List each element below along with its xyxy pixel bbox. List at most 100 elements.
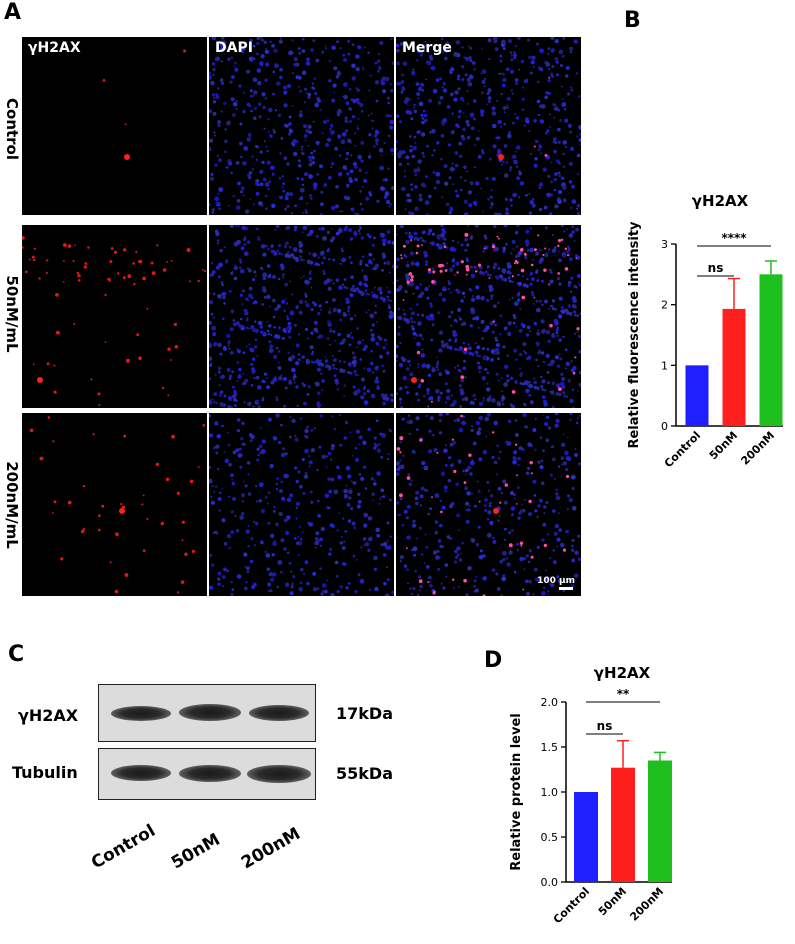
nucleus-dot xyxy=(282,376,287,382)
nucleus-dot xyxy=(478,415,484,421)
nucleus-dot xyxy=(467,508,471,512)
nucleus-dot xyxy=(450,394,453,397)
nucleus-dot xyxy=(299,537,303,541)
nucleus-dot xyxy=(491,398,496,403)
nucleus-dot xyxy=(506,270,511,275)
nucleus-dot xyxy=(549,270,553,274)
nucleus-dot xyxy=(209,342,211,344)
nucleus-dot xyxy=(480,113,484,117)
nucleus-dot xyxy=(517,463,520,466)
nucleus-dot xyxy=(506,262,511,267)
nucleus-dot xyxy=(373,311,377,315)
nucleus-dot xyxy=(357,374,360,377)
nucleus-dot xyxy=(367,234,372,239)
nucleus-dot xyxy=(409,145,413,148)
nucleus-dot xyxy=(414,496,419,501)
nucleus-dot xyxy=(239,293,243,297)
nucleus-dot xyxy=(255,179,260,183)
nucleus-dot xyxy=(240,246,245,251)
nucleus-dot xyxy=(242,194,245,197)
nucleus-dot xyxy=(267,274,272,279)
nucleus-dot xyxy=(315,234,319,238)
nucleus-dot xyxy=(544,405,547,408)
h2ax-focus-dot xyxy=(498,154,504,160)
nucleus-dot xyxy=(343,488,348,494)
nucleus-dot xyxy=(439,419,442,422)
nucleus-dot xyxy=(330,446,335,451)
nucleus-dot xyxy=(352,285,355,288)
nucleus-dot xyxy=(415,490,420,495)
nucleus-dot xyxy=(328,60,331,63)
nucleus-dot xyxy=(557,140,561,145)
nucleus-dot xyxy=(398,151,403,156)
nucleus-dot xyxy=(284,386,288,390)
nucleus-dot xyxy=(291,39,294,42)
nucleus-dot xyxy=(415,537,418,540)
nucleus-dot xyxy=(374,586,379,592)
nucleus-dot xyxy=(362,339,364,341)
h2ax-focus-dot xyxy=(464,232,469,237)
nucleus-dot xyxy=(579,336,581,339)
nucleus-dot xyxy=(536,331,541,336)
nucleus-dot xyxy=(504,242,508,246)
h2ax-focus-dot xyxy=(460,414,463,418)
nucleus-dot xyxy=(282,273,285,276)
nucleus-dot xyxy=(486,92,490,96)
nucleus-dot xyxy=(505,161,508,164)
nucleus-dot xyxy=(249,89,253,93)
nucleus-dot xyxy=(285,582,290,587)
nucleus-dot xyxy=(308,174,313,179)
nucleus-dot xyxy=(487,96,492,101)
nucleus-dot xyxy=(503,500,508,505)
nucleus-dot xyxy=(309,270,312,273)
nucleus-dot xyxy=(542,360,545,364)
nucleus-dot xyxy=(315,531,320,536)
nucleus-dot xyxy=(256,458,260,462)
nucleus-dot xyxy=(362,68,365,71)
nucleus-dot xyxy=(335,574,339,578)
nucleus-dot xyxy=(360,546,363,549)
nucleus-dot xyxy=(570,88,574,92)
h2ax-focus-dot xyxy=(576,327,580,331)
nucleus-dot xyxy=(375,527,380,533)
nucleus-dot xyxy=(312,571,317,576)
nucleus-dot xyxy=(304,300,307,303)
h2ax-focus-dot xyxy=(427,268,431,272)
nucleus-dot xyxy=(462,366,466,370)
h2ax-focus-dot xyxy=(183,49,187,53)
nucleus-dot xyxy=(217,192,220,195)
nucleus-dot xyxy=(295,501,301,507)
nucleus-dot xyxy=(398,120,403,124)
nucleus-dot xyxy=(396,61,401,66)
nucleus-dot xyxy=(570,548,575,552)
nucleus-dot xyxy=(576,330,579,333)
nucleus-dot xyxy=(356,327,359,330)
nucleus-dot xyxy=(373,436,377,440)
nucleus-dot xyxy=(284,474,289,479)
nucleus-dot xyxy=(238,84,242,88)
h2ax-focus-dot xyxy=(55,293,59,297)
nucleus-dot xyxy=(431,367,435,370)
h2ax-focus-dot xyxy=(72,260,75,263)
nucleus-dot xyxy=(536,99,541,104)
nucleus-dot xyxy=(421,363,426,368)
nucleus-dot xyxy=(282,189,285,193)
nucleus-dot xyxy=(278,511,283,517)
nucleus-dot xyxy=(209,399,212,403)
nucleus-dot xyxy=(341,258,345,263)
nucleus-dot xyxy=(509,491,515,496)
nucleus-dot xyxy=(494,323,497,327)
nucleus-dot xyxy=(420,113,424,117)
nucleus-dot xyxy=(323,185,326,188)
nucleus-dot xyxy=(216,468,220,471)
nucleus-dot xyxy=(497,486,502,491)
nucleus-dot xyxy=(500,92,503,95)
nucleus-dot xyxy=(551,445,554,449)
nucleus-dot xyxy=(258,499,263,503)
nucleus-dot xyxy=(277,366,282,371)
nucleus-dot xyxy=(317,256,320,259)
micrograph-control-merge: Merge xyxy=(396,37,581,215)
h2ax-focus-dot xyxy=(127,274,132,279)
nucleus-dot xyxy=(316,401,321,405)
nucleus-dot xyxy=(457,87,461,91)
